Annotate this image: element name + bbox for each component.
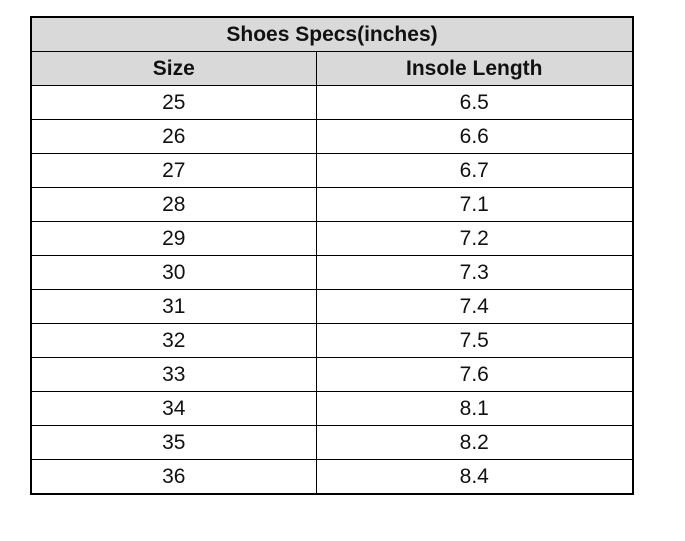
insole-length-cell: 6.5 <box>315 85 634 120</box>
size-cell: 27 <box>30 153 317 188</box>
insole-length-cell: 7.5 <box>315 323 634 358</box>
table-row: 32 7.5 <box>30 323 634 358</box>
insole-length-cell: 7.3 <box>315 255 634 290</box>
insole-length-cell: 8.1 <box>315 391 634 426</box>
table-row: 30 7.3 <box>30 255 634 290</box>
insole-length-cell: 6.7 <box>315 153 634 188</box>
size-cell: 28 <box>30 187 317 222</box>
insole-length-cell: 8.4 <box>315 459 634 495</box>
size-cell: 35 <box>30 425 317 460</box>
size-cell: 34 <box>30 391 317 426</box>
table-row: 36 8.4 <box>30 459 634 495</box>
table-row: 35 8.2 <box>30 425 634 460</box>
size-cell: 25 <box>30 85 317 120</box>
table-row: 33 7.6 <box>30 357 634 392</box>
table-title: Shoes Specs(inches) <box>30 16 634 52</box>
size-cell: 32 <box>30 323 317 358</box>
shoes-specs-table: Shoes Specs(inches) Size Insole Length 2… <box>30 16 634 495</box>
size-cell: 29 <box>30 221 317 256</box>
table-row: 27 6.7 <box>30 153 634 188</box>
size-cell: 26 <box>30 119 317 154</box>
table-row: 28 7.1 <box>30 187 634 222</box>
table-row: 34 8.1 <box>30 391 634 426</box>
insole-length-cell: 6.6 <box>315 119 634 154</box>
size-cell: 36 <box>30 459 317 495</box>
insole-length-cell: 7.1 <box>315 187 634 222</box>
column-header-size: Size <box>30 51 317 86</box>
insole-length-cell: 7.2 <box>315 221 634 256</box>
table-row: 31 7.4 <box>30 289 634 324</box>
header-row: Size Insole Length <box>30 51 634 86</box>
size-cell: 30 <box>30 255 317 290</box>
title-row: Shoes Specs(inches) <box>30 16 634 52</box>
table-row: 29 7.2 <box>30 221 634 256</box>
table-row: 26 6.6 <box>30 119 634 154</box>
column-header-insole-length: Insole Length <box>315 51 634 86</box>
insole-length-cell: 7.4 <box>315 289 634 324</box>
insole-length-cell: 7.6 <box>315 357 634 392</box>
size-cell: 31 <box>30 289 317 324</box>
table-row: 25 6.5 <box>30 85 634 120</box>
insole-length-cell: 8.2 <box>315 425 634 460</box>
size-cell: 33 <box>30 357 317 392</box>
